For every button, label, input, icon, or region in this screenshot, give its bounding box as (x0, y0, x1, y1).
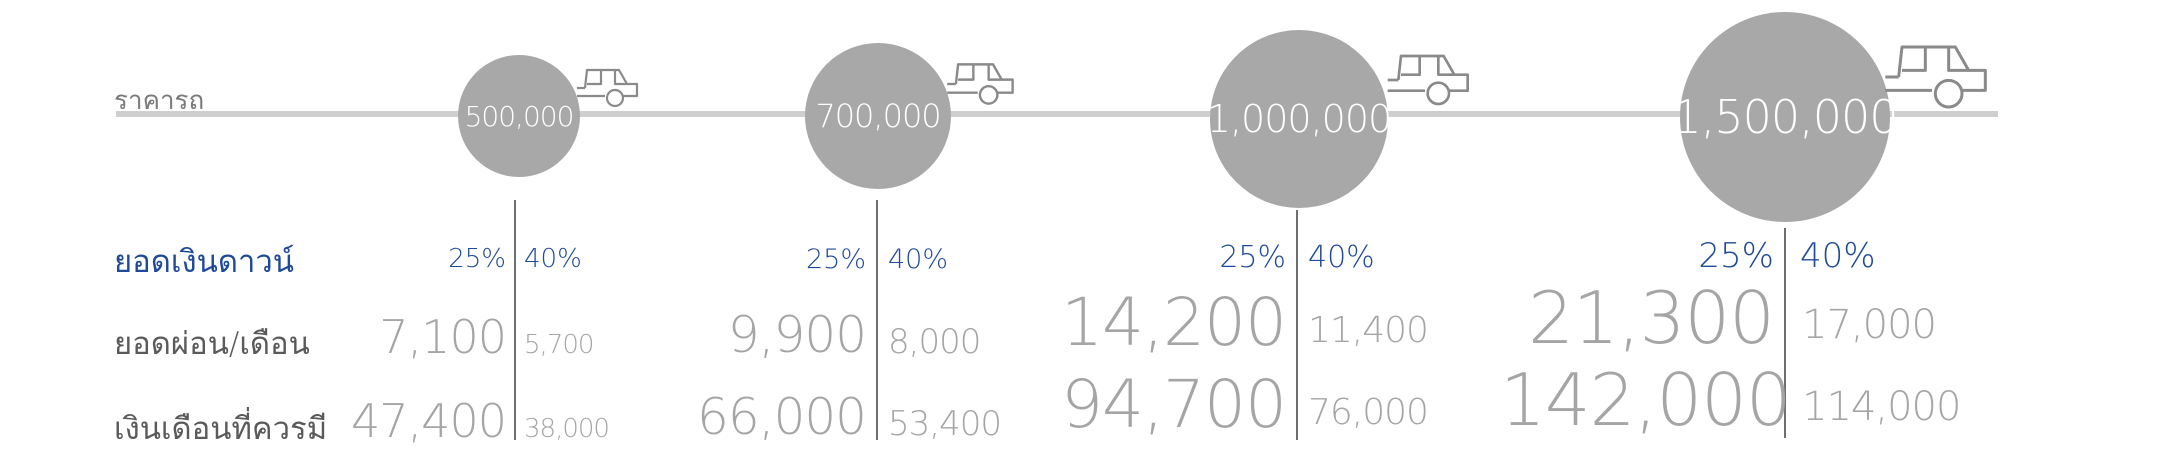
pay-25-700000: 9,900 (727, 306, 867, 364)
down-40-700000: 40% (888, 244, 949, 275)
price-circle-1500000: 1,500,000 (1672, 12, 1899, 222)
divider-1000000 (1296, 210, 1298, 440)
down-25-500000: 25% (448, 244, 506, 274)
divider-1500000 (1784, 228, 1786, 438)
price-value: 700,000 (815, 97, 941, 135)
required-salary-row-label: เงินเดือนที่ควรมี (114, 411, 328, 447)
down-25-1500000: 25% (1698, 236, 1774, 276)
salary-40-1000000: 76,000 (1308, 392, 1429, 433)
price-value: 500,000 (464, 99, 575, 133)
salary-25-1500000: 142,000 (1500, 358, 1792, 442)
price-value: 1,000,000 (1206, 97, 1392, 141)
pay-40-1000000: 11,400 (1308, 310, 1429, 351)
pay-25-1000000: 14,200 (1061, 284, 1287, 361)
down-40-1000000: 40% (1308, 240, 1375, 275)
price-circle-500000: 500,000 (458, 55, 580, 177)
pay-40-1500000: 17,000 (1802, 302, 1937, 348)
pay-40-700000: 8,000 (888, 322, 981, 362)
salary-25-1000000: 94,700 (1061, 366, 1287, 443)
pay-25-1500000: 21,300 (1528, 276, 1775, 360)
pay-40-500000: 5,700 (524, 330, 594, 360)
car-icon (947, 63, 1014, 105)
down-40-500000: 40% (524, 244, 582, 274)
down-25-700000: 25% (805, 244, 866, 275)
price-circle-700000: 700,000 (805, 43, 951, 189)
car-icon (1885, 45, 1987, 109)
price-timeline (116, 111, 1998, 117)
salary-25-700000: 66,000 (697, 388, 867, 446)
monthly-payment-row-label: ยอดผ่อน/เดือน (114, 326, 310, 362)
down-payment-row-label: ยอดเงินดาวน์ (114, 244, 294, 280)
price-circle-1000000: 1,000,000 (1206, 30, 1392, 208)
salary-40-700000: 53,400 (888, 404, 1002, 444)
car-icon (577, 68, 639, 108)
salary-40-500000: 38,000 (524, 414, 610, 444)
down-25-1000000: 25% (1219, 240, 1286, 275)
car-icon (1387, 54, 1469, 106)
divider-500000 (514, 200, 516, 440)
salary-25-500000: 47,400 (351, 394, 507, 448)
salary-40-1500000: 114,000 (1802, 384, 1961, 430)
divider-700000 (876, 200, 878, 440)
price-value: 1,500,000 (1672, 90, 1898, 144)
pay-25-500000: 7,100 (379, 310, 507, 364)
down-40-1500000: 40% (1800, 236, 1876, 276)
price-row-label: ราคารถ (114, 86, 205, 116)
